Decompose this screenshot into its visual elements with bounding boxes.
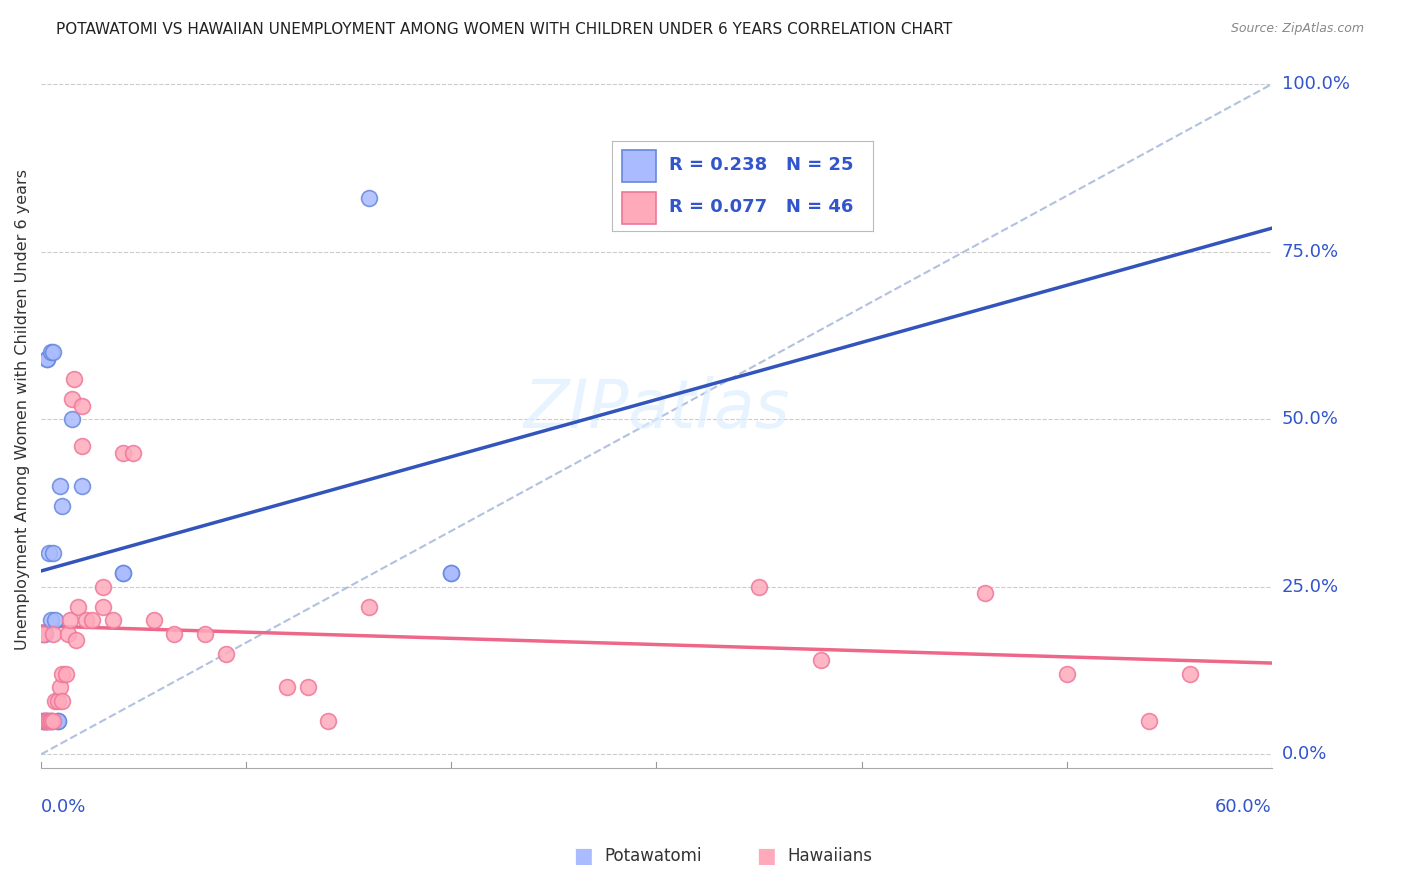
Point xyxy=(276,680,298,694)
Point xyxy=(46,714,69,728)
Point xyxy=(1137,714,1160,728)
Point xyxy=(112,566,135,581)
Point xyxy=(82,613,104,627)
Point xyxy=(38,714,60,728)
Point xyxy=(48,680,70,694)
Point xyxy=(60,412,83,426)
Text: 50.0%: 50.0% xyxy=(1282,410,1339,428)
Point xyxy=(44,693,66,707)
Y-axis label: Unemployment Among Women with Children Under 6 years: Unemployment Among Women with Children U… xyxy=(15,169,30,649)
Text: 0.0%: 0.0% xyxy=(41,797,87,816)
Point xyxy=(75,613,97,627)
Point xyxy=(122,446,145,460)
Point xyxy=(42,546,65,560)
Text: POTAWATOMI VS HAWAIIAN UNEMPLOYMENT AMONG WOMEN WITH CHILDREN UNDER 6 YEARS CORR: POTAWATOMI VS HAWAIIAN UNEMPLOYMENT AMON… xyxy=(56,22,952,37)
Point xyxy=(359,599,381,614)
Text: 75.0%: 75.0% xyxy=(1282,243,1339,260)
Text: 25.0%: 25.0% xyxy=(1282,578,1339,596)
Point xyxy=(41,613,63,627)
Point xyxy=(1178,666,1201,681)
Text: Potawatomi: Potawatomi xyxy=(605,847,702,865)
Point xyxy=(37,351,59,366)
Point xyxy=(91,580,114,594)
Point xyxy=(359,191,381,205)
Point xyxy=(32,626,55,640)
Text: 60.0%: 60.0% xyxy=(1215,797,1272,816)
Point xyxy=(56,626,79,640)
Point xyxy=(101,613,124,627)
Point xyxy=(41,714,63,728)
Text: ZIPatlas: ZIPatlas xyxy=(523,376,790,442)
Text: ■: ■ xyxy=(574,847,593,866)
Text: Source: ZipAtlas.com: Source: ZipAtlas.com xyxy=(1230,22,1364,36)
Point xyxy=(70,399,93,413)
Point xyxy=(810,653,832,667)
Text: R = 0.077   N = 46: R = 0.077 N = 46 xyxy=(669,198,853,217)
Point xyxy=(194,626,217,640)
Point xyxy=(38,546,60,560)
Point xyxy=(112,566,135,581)
Bar xyxy=(621,151,657,182)
Point xyxy=(55,666,77,681)
Point xyxy=(70,479,93,493)
Point xyxy=(34,714,56,728)
Point xyxy=(215,647,238,661)
Point xyxy=(34,714,56,728)
Point xyxy=(112,446,135,460)
Point xyxy=(1056,666,1078,681)
Point xyxy=(37,714,59,728)
Point xyxy=(297,680,319,694)
Point xyxy=(51,666,73,681)
Point xyxy=(70,439,93,453)
Point xyxy=(163,626,186,640)
Point xyxy=(46,693,69,707)
Point xyxy=(41,714,63,728)
Point xyxy=(51,500,73,514)
Point xyxy=(973,586,995,600)
Text: R = 0.238   N = 25: R = 0.238 N = 25 xyxy=(669,156,853,175)
Point xyxy=(65,633,87,648)
Point xyxy=(63,372,86,386)
Text: 100.0%: 100.0% xyxy=(1282,75,1350,93)
Point xyxy=(37,714,59,728)
Text: 0.0%: 0.0% xyxy=(1282,746,1327,764)
Point xyxy=(34,714,56,728)
Point xyxy=(66,599,89,614)
Text: ■: ■ xyxy=(756,847,776,866)
Point xyxy=(42,626,65,640)
Bar xyxy=(621,193,657,224)
Point xyxy=(46,714,69,728)
Point xyxy=(440,566,463,581)
Point xyxy=(42,345,65,359)
Point xyxy=(59,613,82,627)
Point xyxy=(32,626,55,640)
Point xyxy=(32,714,55,728)
Point xyxy=(44,613,66,627)
Point xyxy=(142,613,165,627)
Point xyxy=(440,566,463,581)
Point xyxy=(42,714,65,728)
Point xyxy=(41,714,63,728)
Point xyxy=(316,714,339,728)
Point xyxy=(60,392,83,406)
Point xyxy=(748,580,770,594)
Text: Hawaiians: Hawaiians xyxy=(787,847,872,865)
Point xyxy=(51,693,73,707)
Point xyxy=(37,714,59,728)
Point xyxy=(91,599,114,614)
Point xyxy=(32,714,55,728)
Point xyxy=(37,351,59,366)
Point xyxy=(41,345,63,359)
Point xyxy=(34,626,56,640)
Point xyxy=(48,479,70,493)
